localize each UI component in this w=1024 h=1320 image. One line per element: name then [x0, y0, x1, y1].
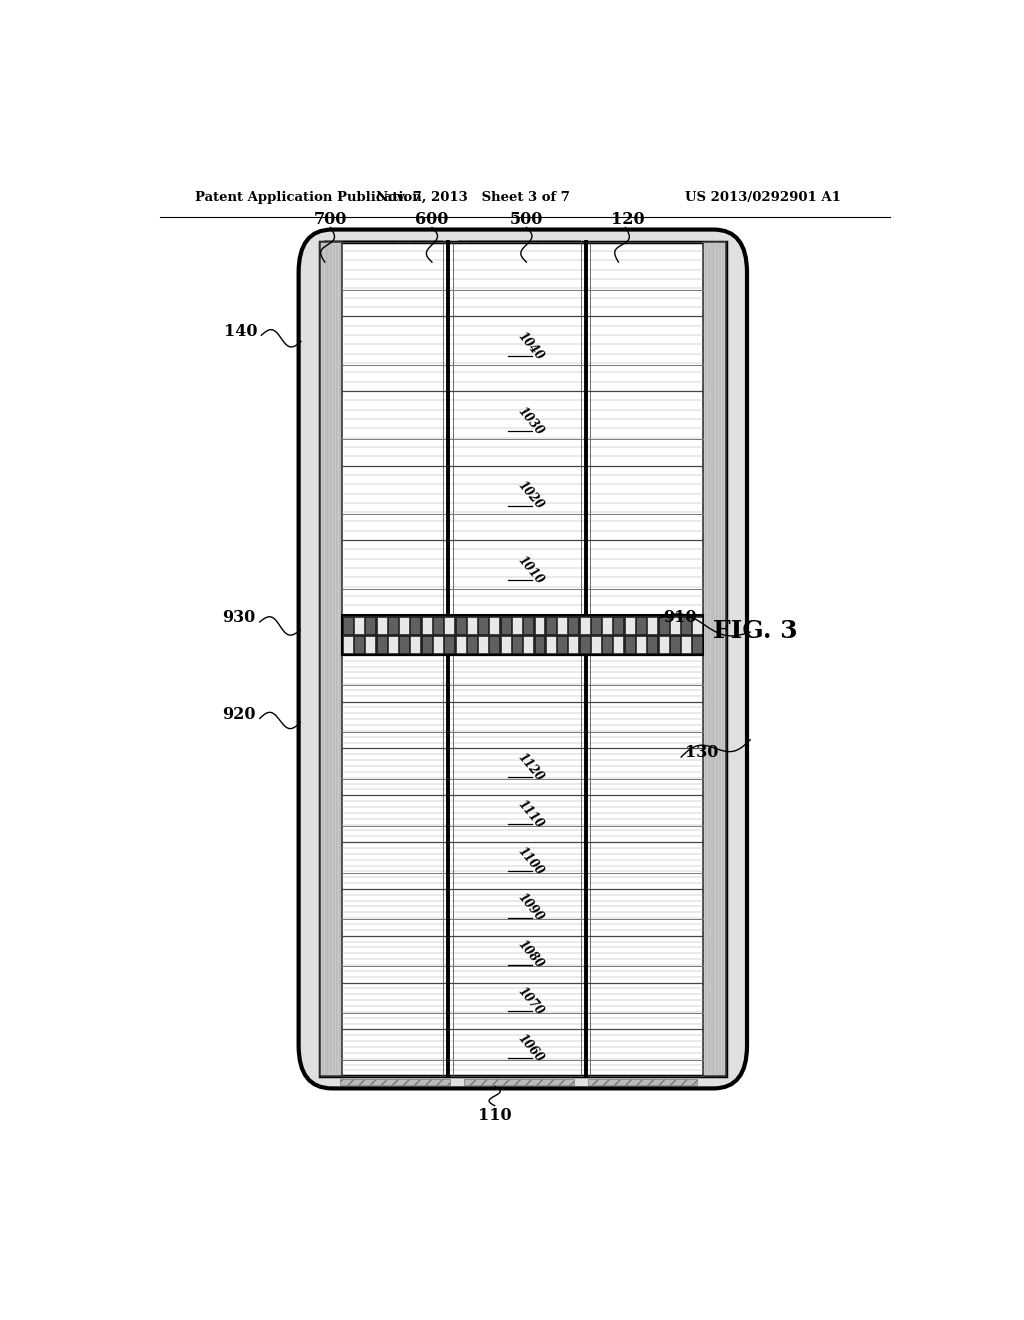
Text: 110: 110	[478, 1107, 511, 1125]
Bar	[591, 636, 601, 653]
Bar	[535, 616, 545, 634]
Bar	[467, 636, 477, 653]
Bar	[557, 616, 567, 634]
Text: 1110: 1110	[515, 797, 546, 830]
Bar	[467, 616, 477, 634]
Text: 920: 920	[222, 706, 256, 723]
Bar	[602, 636, 612, 653]
Text: Patent Application Publication: Patent Application Publication	[196, 190, 422, 203]
Bar	[325, 240, 441, 244]
Bar	[512, 616, 522, 634]
Bar	[433, 616, 443, 634]
Bar	[681, 616, 691, 634]
Bar	[580, 636, 590, 653]
Text: FIG. 3: FIG. 3	[713, 619, 798, 643]
Bar	[512, 636, 522, 653]
Bar	[458, 240, 580, 244]
Bar	[588, 1080, 697, 1085]
Bar	[568, 636, 579, 653]
Bar	[501, 616, 511, 634]
Text: 1030: 1030	[515, 404, 546, 437]
Text: 1060: 1060	[515, 1031, 546, 1065]
Bar	[557, 636, 567, 653]
Bar	[658, 636, 669, 653]
Bar	[647, 636, 657, 653]
Bar	[366, 636, 375, 653]
Text: 120: 120	[611, 211, 645, 228]
Bar	[444, 636, 455, 653]
Text: Nov. 7, 2013   Sheet 3 of 7: Nov. 7, 2013 Sheet 3 of 7	[376, 190, 570, 203]
Bar	[342, 615, 703, 655]
Bar	[478, 636, 488, 653]
Bar	[464, 1080, 573, 1085]
Bar	[568, 616, 579, 634]
Bar	[625, 616, 635, 634]
Text: 1070: 1070	[515, 985, 546, 1018]
FancyBboxPatch shape	[299, 230, 746, 1089]
Text: 1090: 1090	[515, 891, 546, 924]
Text: 1100: 1100	[515, 845, 546, 878]
Bar	[478, 616, 488, 634]
Bar	[602, 616, 612, 634]
Bar	[444, 616, 455, 634]
Bar	[546, 616, 556, 634]
Bar	[388, 616, 398, 634]
Bar	[613, 636, 624, 653]
Bar	[580, 616, 590, 634]
Bar	[692, 616, 702, 634]
Text: 930: 930	[222, 610, 256, 626]
Bar	[321, 242, 726, 1076]
Bar	[647, 616, 657, 634]
Bar	[613, 616, 624, 634]
Text: 700: 700	[313, 211, 347, 228]
Bar	[388, 636, 398, 653]
Bar	[340, 1080, 450, 1085]
Bar	[354, 636, 364, 653]
Bar	[411, 636, 421, 653]
Text: US 2013/0292901 A1: US 2013/0292901 A1	[685, 190, 841, 203]
Bar	[377, 636, 387, 653]
Bar	[636, 616, 646, 634]
Bar	[422, 616, 432, 634]
Bar	[591, 616, 601, 634]
Bar	[489, 616, 500, 634]
Bar	[670, 636, 680, 653]
Bar	[456, 616, 466, 634]
Bar	[501, 636, 511, 653]
Text: 1020: 1020	[515, 479, 546, 512]
Bar	[489, 636, 500, 653]
Bar	[343, 616, 352, 634]
Text: 600: 600	[416, 211, 449, 228]
Bar	[636, 636, 646, 653]
Text: 910: 910	[663, 610, 696, 626]
Bar	[411, 616, 421, 634]
Bar	[523, 616, 534, 634]
Bar	[366, 616, 375, 634]
Bar	[433, 636, 443, 653]
Bar	[703, 242, 726, 1076]
Bar	[399, 616, 410, 634]
Bar	[670, 616, 680, 634]
Text: 500: 500	[510, 211, 543, 228]
Bar	[399, 636, 410, 653]
Text: 130: 130	[685, 744, 719, 762]
Bar	[692, 636, 702, 653]
Bar	[658, 616, 669, 634]
Bar	[456, 636, 466, 653]
Text: 1040: 1040	[515, 330, 546, 363]
Text: 1120: 1120	[515, 751, 546, 784]
Bar	[354, 616, 364, 634]
Bar	[546, 636, 556, 653]
Bar	[535, 636, 545, 653]
Bar	[681, 636, 691, 653]
Bar	[422, 636, 432, 653]
Bar	[625, 636, 635, 653]
Bar	[523, 636, 534, 653]
Bar	[321, 242, 342, 1076]
Bar	[343, 636, 352, 653]
Bar	[377, 616, 387, 634]
Text: 140: 140	[224, 322, 257, 339]
Text: 1080: 1080	[515, 937, 546, 972]
Text: 1010: 1010	[515, 553, 546, 586]
